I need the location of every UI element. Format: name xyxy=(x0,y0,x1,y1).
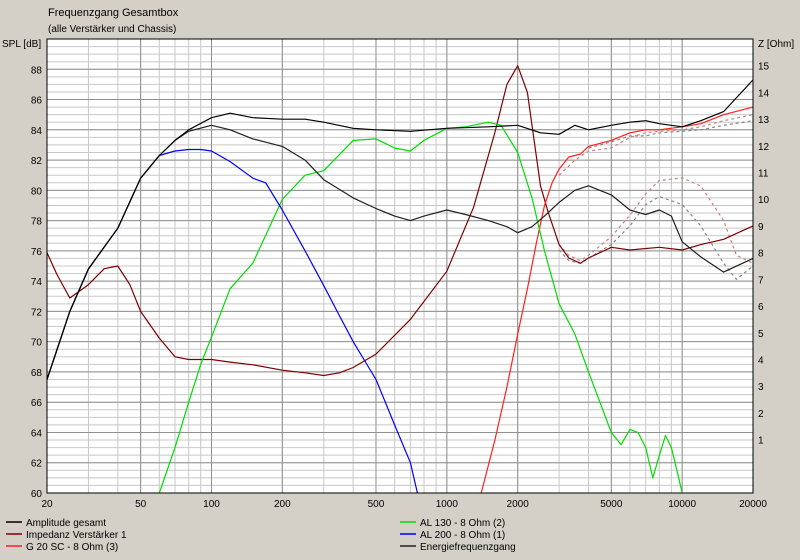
chart-title: Frequenzgang Gesamtbox xyxy=(48,7,179,19)
y-tick-label: 78 xyxy=(31,217,43,228)
y2-tick-label: 14 xyxy=(758,88,770,99)
series-line xyxy=(588,120,754,149)
y2-tick-label: 15 xyxy=(758,62,770,73)
y-tick-label: 76 xyxy=(31,247,43,258)
y2-tick-label: 7 xyxy=(758,275,764,286)
y-axis-label: SPL [dB] xyxy=(2,39,41,50)
y2-tick-label: 6 xyxy=(758,302,764,313)
y-tick-label: 84 xyxy=(31,126,43,137)
series-layer xyxy=(46,65,754,494)
legend-label: Impedanz Verstärker 1 xyxy=(26,530,127,541)
y-tick-label: 70 xyxy=(31,338,43,349)
series-line xyxy=(46,65,754,377)
y2-tick-label: 13 xyxy=(758,115,770,126)
series-line xyxy=(558,114,754,176)
x-tick-label: 2000 xyxy=(507,499,530,510)
x-tick-label: 5000 xyxy=(600,499,623,510)
y2-tick-label: 12 xyxy=(758,142,770,153)
legend-label: Amplitude gesamt xyxy=(26,518,106,529)
y-tick-label: 74 xyxy=(31,277,43,288)
legend: Amplitude gesamt AL 130 - 8 Ohm (2) Impeda… xyxy=(6,518,516,553)
y-tick-label: 60 xyxy=(31,489,43,500)
plot-frame xyxy=(46,38,754,494)
x-tick-label: 10000 xyxy=(668,499,696,510)
x-tick-label: 1000 xyxy=(436,499,459,510)
x-tick-label: 500 xyxy=(368,499,385,510)
legend-label: G 20 SC - 8 Ohm (3) xyxy=(26,542,118,553)
y-tick-label: 86 xyxy=(31,96,43,107)
y-tick-label: 80 xyxy=(31,186,43,197)
y2-tick-label: 5 xyxy=(758,329,764,340)
x-tick-label: 20000 xyxy=(739,499,767,510)
y-tick-label: 72 xyxy=(31,307,43,318)
x-tick-label: 100 xyxy=(203,499,220,510)
y-tick-label: 64 xyxy=(31,428,43,439)
legend-label: AL 200 - 8 Ohm (1) xyxy=(420,530,505,541)
series-line xyxy=(558,177,754,264)
x-tick-label: 200 xyxy=(274,499,291,510)
x-tick-label: 20 xyxy=(41,499,53,510)
y-tick-label: 88 xyxy=(31,65,43,76)
legend-label: AL 130 - 8 Ohm (2) xyxy=(420,518,505,529)
legend-label: Energiefrequenzgang xyxy=(420,542,516,553)
x-tick-label: 50 xyxy=(135,499,147,510)
y2-tick-label: 8 xyxy=(758,249,764,260)
y2-tick-label: 1 xyxy=(758,436,764,447)
y2-tick-label: 2 xyxy=(758,409,764,420)
series-line xyxy=(46,79,754,380)
chart-subtitle: (alle Verstärker und Chassis) xyxy=(48,24,176,35)
y-tick-label: 68 xyxy=(31,368,43,379)
y-tick-label: 66 xyxy=(31,398,43,409)
y2-tick-label: 3 xyxy=(758,382,764,393)
tick-labels: 20 50 100 200 500 1000 2000 5000 10000 2000060626… xyxy=(31,62,770,510)
y2-tick-label: 11 xyxy=(758,169,769,180)
y2-axis-label: Z [Ohm] xyxy=(758,39,794,50)
y-tick-label: 82 xyxy=(31,156,43,167)
series-line xyxy=(158,121,683,494)
grid xyxy=(46,38,754,494)
y2-tick-label: 10 xyxy=(758,195,770,206)
y-tick-label: 62 xyxy=(31,459,43,470)
y2-tick-label: 4 xyxy=(758,355,764,366)
series-line xyxy=(480,106,754,494)
y2-tick-label: 9 xyxy=(758,222,764,233)
